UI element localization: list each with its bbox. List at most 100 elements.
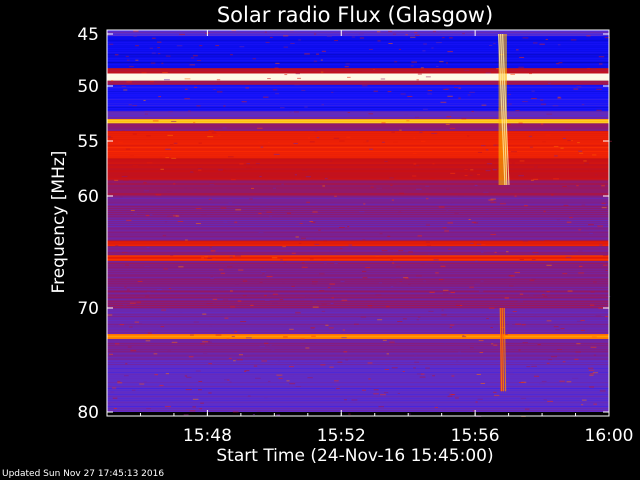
noise-speckle [144, 110, 151, 112]
noise-speckle [449, 37, 453, 39]
band-striation [107, 181, 609, 183]
noise-speckle [305, 176, 311, 178]
noise-speckle [488, 199, 494, 201]
noise-speckle [596, 109, 602, 111]
noise-speckle [146, 291, 151, 293]
noise-speckle [110, 391, 115, 393]
noise-speckle [519, 160, 525, 162]
noise-speckle [149, 81, 154, 83]
noise-speckle [146, 135, 151, 137]
noise-speckle [578, 150, 583, 152]
noise-speckle [410, 65, 414, 67]
noise-speckle [188, 356, 194, 358]
noise-speckle [367, 362, 373, 364]
noise-speckle [301, 262, 305, 264]
noise-speckle [573, 88, 579, 90]
noise-speckle [309, 141, 315, 143]
noise-speckle [506, 123, 511, 125]
noise-speckle [494, 394, 500, 396]
noise-speckle [425, 241, 430, 243]
noise-speckle [277, 414, 281, 416]
band-striation [107, 406, 609, 407]
noise-speckle [183, 414, 189, 416]
noise-speckle [441, 309, 444, 311]
noise-speckle [599, 390, 606, 392]
noise-speckle [414, 32, 418, 34]
noise-speckle [290, 42, 295, 44]
noise-speckle [413, 137, 416, 139]
noise-speckle [411, 61, 418, 63]
noise-speckle [208, 363, 213, 365]
noise-speckle [362, 270, 367, 272]
noise-speckle [420, 67, 424, 69]
noise-speckle [566, 381, 572, 383]
noise-speckle [258, 232, 264, 234]
y-tick-label: 45 [77, 25, 99, 45]
noise-speckle [562, 185, 567, 187]
noise-speckle [395, 266, 401, 268]
noise-speckle [588, 224, 594, 226]
noise-speckle [231, 179, 236, 181]
noise-speckle [319, 290, 325, 292]
noise-speckle [504, 334, 508, 336]
noise-speckle [347, 226, 350, 228]
noise-speckle [377, 319, 383, 321]
noise-speckle [171, 341, 178, 343]
noise-speckle [471, 110, 474, 112]
noise-speckle [380, 139, 386, 141]
noise-speckle [218, 135, 221, 137]
noise-speckle [149, 214, 153, 216]
noise-speckle [143, 182, 147, 184]
band-striation [107, 68, 609, 70]
noise-speckle [366, 140, 369, 142]
noise-speckle [154, 374, 158, 376]
noise-speckle [270, 340, 276, 342]
band-striation [107, 308, 609, 309]
noise-speckle [249, 198, 253, 200]
noise-speckle [562, 361, 566, 363]
noise-speckle [380, 78, 386, 80]
noise-speckle [531, 90, 535, 92]
noise-speckle [360, 316, 367, 318]
band-striation [107, 336, 609, 337]
band-striation [107, 398, 609, 399]
noise-speckle [380, 394, 386, 396]
noise-speckle [402, 371, 405, 373]
band-striation [107, 262, 609, 264]
band-striation [107, 312, 609, 313]
noise-speckle [234, 331, 238, 333]
noise-speckle [442, 289, 449, 291]
band-striation [107, 151, 609, 153]
noise-speckle [289, 328, 294, 330]
noise-speckle [581, 104, 585, 106]
noise-speckle [339, 33, 346, 35]
noise-speckle [321, 259, 327, 261]
noise-speckle [546, 320, 552, 322]
band-striation [107, 322, 609, 323]
noise-speckle [283, 35, 289, 37]
noise-speckle [130, 209, 135, 211]
noise-speckle [373, 90, 378, 92]
noise-speckle [125, 264, 129, 266]
noise-speckle [165, 55, 169, 57]
noise-speckle [590, 291, 595, 293]
frequency-band [107, 123, 609, 132]
noise-speckle [230, 306, 236, 308]
noise-speckle [351, 399, 358, 401]
noise-speckle [601, 207, 607, 209]
noise-speckle [532, 252, 539, 254]
band-striation [107, 117, 609, 119]
band-striation [107, 170, 609, 172]
noise-speckle [144, 190, 149, 192]
noise-speckle [593, 281, 597, 283]
noise-speckle [481, 104, 487, 106]
noise-speckle [307, 137, 311, 139]
band-striation [107, 204, 609, 205]
band-striation [107, 149, 609, 151]
noise-speckle [193, 321, 199, 323]
noise-speckle [477, 398, 483, 400]
band-striation [107, 187, 609, 189]
noise-speckle [298, 39, 301, 41]
frequency-band [107, 30, 609, 37]
noise-speckle [123, 89, 128, 91]
